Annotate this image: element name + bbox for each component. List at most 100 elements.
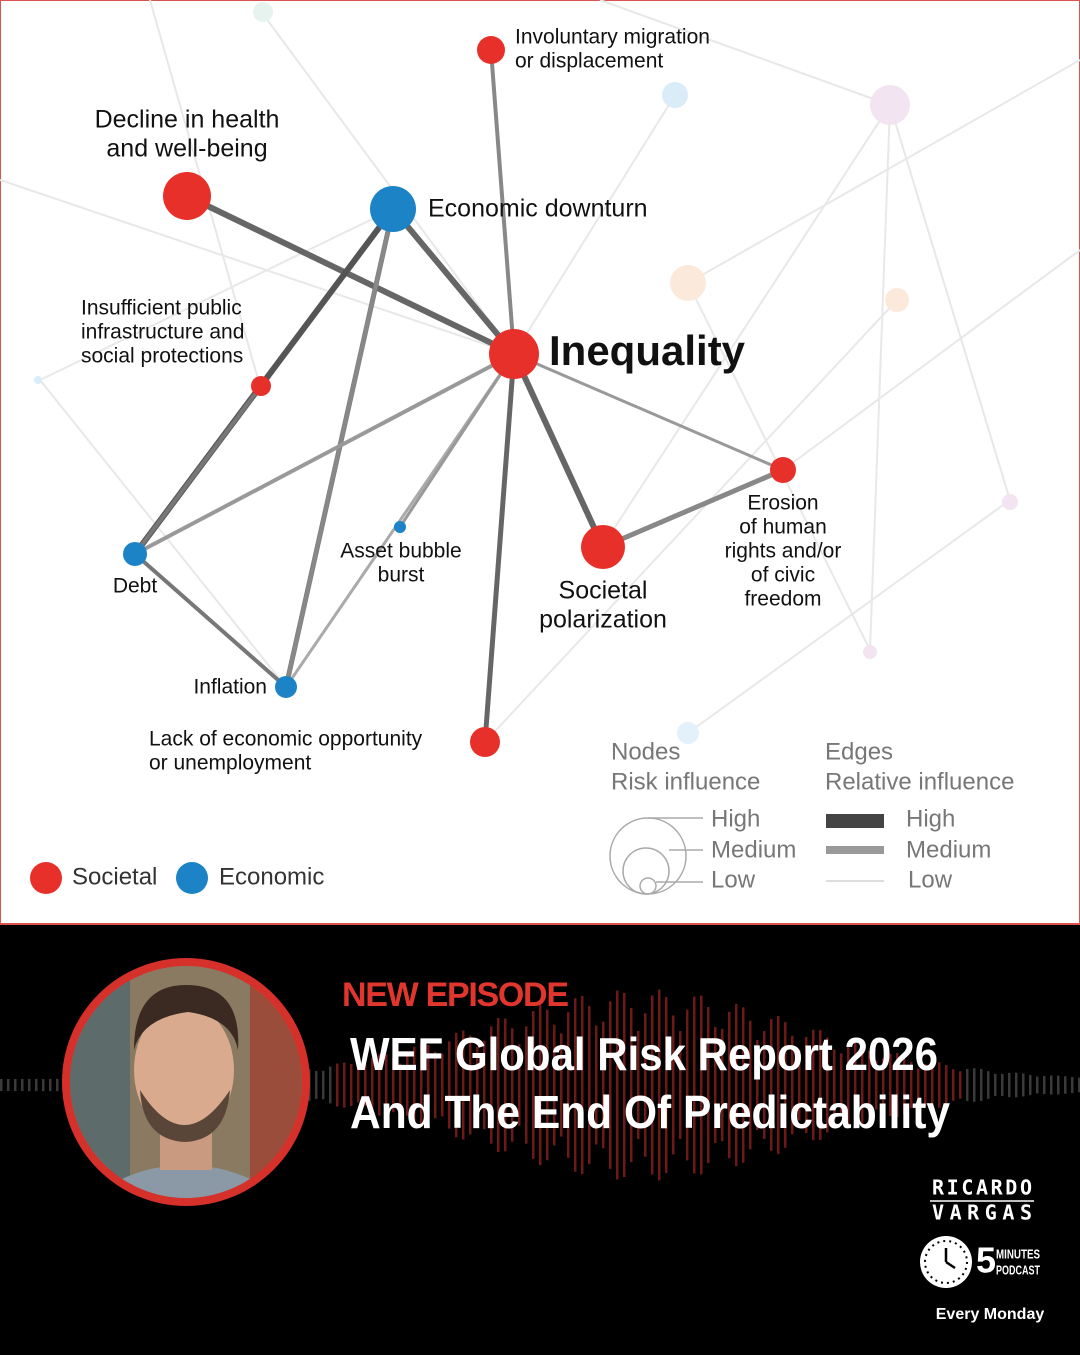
node <box>123 542 147 566</box>
wave-bar <box>399 1063 402 1107</box>
wave-bar <box>336 1063 339 1107</box>
legend-swatch <box>176 862 208 894</box>
node-size-legend: Nodes Risk influence High Medium Low <box>609 738 796 895</box>
wave-bar <box>427 1044 430 1126</box>
node-label: rights and/or <box>725 540 842 563</box>
wave-bar <box>721 1028 724 1142</box>
node-label: Economic downturn <box>428 195 648 223</box>
edge <box>133 384 263 556</box>
wave-bar <box>49 1078 52 1092</box>
edge-swatch <box>826 846 884 854</box>
wave-bar <box>826 1037 829 1133</box>
wave-bar <box>714 1026 717 1144</box>
wave-bar <box>777 1015 780 1155</box>
wave-bar <box>651 995 654 1175</box>
wave-bar <box>889 1053 892 1117</box>
wave-bar <box>1008 1072 1011 1098</box>
wave-bar <box>441 1053 444 1117</box>
wave-bar <box>861 1044 864 1126</box>
node <box>477 36 505 64</box>
node-label: polarization <box>539 606 667 634</box>
wave-bar <box>875 1060 878 1110</box>
node-label: infrastructure and <box>81 321 244 344</box>
legend-title: Edges <box>825 738 893 765</box>
wave-bar <box>343 1062 346 1108</box>
edge <box>489 49 516 355</box>
wave-bar <box>966 1068 969 1102</box>
wave-bar <box>952 1069 955 1101</box>
wave-bar <box>42 1078 45 1092</box>
node <box>251 376 271 396</box>
wave-bar <box>945 1065 948 1105</box>
wave-bar <box>35 1078 38 1092</box>
wave-bar <box>1064 1076 1067 1094</box>
node <box>470 727 500 757</box>
wave-bar <box>819 1030 822 1140</box>
wave-bar <box>763 1030 766 1140</box>
wave-bar <box>1029 1074 1032 1096</box>
wave-bar <box>665 996 668 1174</box>
wave-bar <box>882 1058 885 1112</box>
node-label: burst <box>378 564 425 587</box>
wave-bar <box>1078 1077 1080 1093</box>
wave-bar <box>686 1009 689 1161</box>
wave-bar <box>833 1049 836 1121</box>
wave-bar <box>1022 1073 1025 1097</box>
wave-bar <box>959 1071 962 1099</box>
wave-bar <box>840 1053 843 1117</box>
wave-bar <box>546 1009 549 1161</box>
node-label: Decline in health <box>95 106 280 134</box>
wave-bar <box>420 1043 423 1127</box>
wave-bar <box>658 989 661 1181</box>
wave-bar <box>476 1046 479 1124</box>
wave-bar <box>385 1054 388 1116</box>
wave-bar <box>980 1069 983 1101</box>
wave-bar <box>616 990 619 1180</box>
wave-bar <box>329 1066 332 1104</box>
wave-bar <box>350 1063 353 1107</box>
schedule: Every Monday <box>936 1306 1045 1323</box>
wave-bar <box>693 996 696 1174</box>
diagram-panel <box>0 0 1080 925</box>
edge <box>511 352 606 549</box>
edge <box>134 352 515 556</box>
wave-bar <box>707 1006 710 1164</box>
wave-bar <box>315 1071 318 1099</box>
wave-bar <box>595 1025 598 1145</box>
size-circles <box>609 817 703 895</box>
wave-bar <box>357 1067 360 1103</box>
kicker: NEW EPISODE <box>342 976 570 1014</box>
wave-bar <box>483 1040 486 1130</box>
wave-bar <box>504 1018 507 1152</box>
node-label: of human <box>739 516 827 539</box>
legend-level: Medium <box>906 836 991 863</box>
wave-bar <box>511 1028 514 1142</box>
wave-bar <box>1071 1077 1074 1093</box>
wave-bar <box>1001 1073 1004 1097</box>
wave-bar <box>406 1054 409 1116</box>
edge <box>133 552 288 689</box>
wave-bar <box>567 1012 570 1158</box>
node-label: and well-being <box>106 135 267 163</box>
wave-bar <box>931 1061 934 1109</box>
legend-level: Medium <box>711 836 796 863</box>
wave-bar <box>539 1004 542 1166</box>
wave-bar <box>987 1071 990 1099</box>
episode-title: And The End Of Predictability <box>350 1086 950 1138</box>
node <box>163 172 211 220</box>
wave-bar <box>574 998 577 1172</box>
wave-bar <box>644 1013 647 1157</box>
wave-bar <box>756 1039 759 1131</box>
wave-bar <box>462 1030 465 1140</box>
wave-bar <box>28 1078 31 1092</box>
wave-bar <box>679 1031 682 1139</box>
wave-bar <box>1043 1075 1046 1095</box>
legend-level: High <box>906 805 955 832</box>
edge <box>482 353 517 743</box>
edge-legend: Edges Relative influence High Medium Low <box>825 738 1014 893</box>
wave-bar <box>805 1036 808 1134</box>
legend-level: Low <box>908 866 953 893</box>
